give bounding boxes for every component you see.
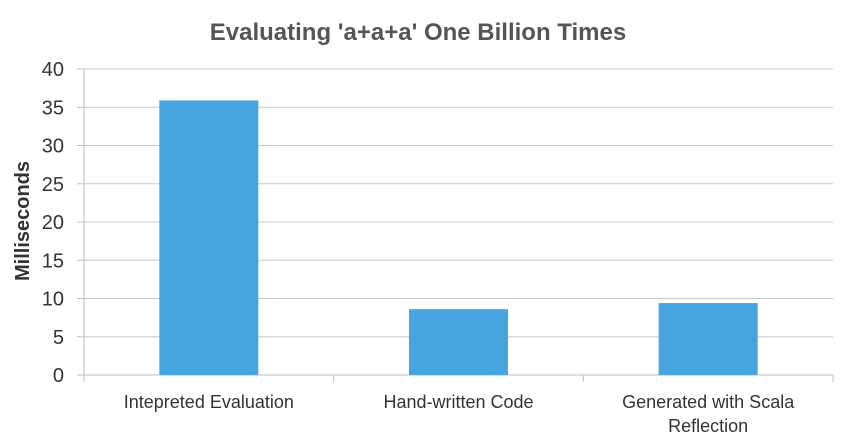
x-tick-label: Intepreted Evaluation [124, 392, 294, 412]
x-tick-labels: Intepreted Evaluation Hand-written Code Ge… [124, 392, 795, 436]
x-tick-label: Hand-written Code [383, 392, 533, 412]
y-tick-label: 30 [42, 136, 64, 158]
bars [159, 100, 758, 376]
chart-title: Evaluating 'a+a+a' One Billion Times [210, 19, 626, 46]
y-tick-label: 35 [42, 97, 64, 119]
y-tick-label: 25 [42, 174, 64, 196]
y-tick-label: 0 [53, 365, 64, 387]
y-tick-label: 40 [42, 59, 64, 81]
y-tick-label: 10 [42, 289, 64, 311]
bar [409, 309, 508, 375]
y-tick-label: 15 [42, 250, 64, 272]
bar [658, 303, 758, 375]
bar [159, 100, 259, 376]
y-tick-labels: 0 5 10 15 20 25 30 35 40 [42, 59, 64, 387]
y-tick-label: 20 [42, 212, 64, 234]
y-axis-label: Milliseconds [12, 161, 34, 281]
y-tick-label: 5 [53, 327, 64, 349]
x-tick-label: Reflection [668, 416, 748, 436]
x-tick-label: Generated with Scala [622, 392, 795, 412]
